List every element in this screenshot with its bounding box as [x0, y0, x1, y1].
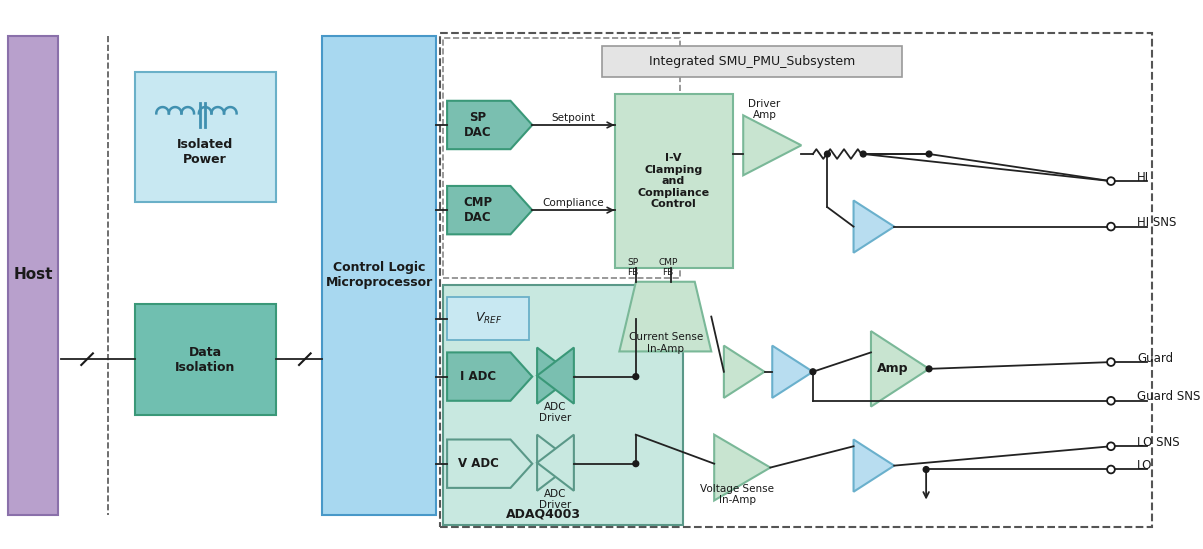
Text: HI SNS: HI SNS: [1137, 216, 1177, 229]
Circle shape: [824, 151, 830, 157]
Polygon shape: [743, 115, 801, 175]
Text: CMP
FB: CMP FB: [658, 257, 677, 277]
Text: Guard: Guard: [1137, 352, 1173, 365]
Bar: [440, 33, 1151, 526]
Circle shape: [633, 461, 639, 467]
Polygon shape: [537, 348, 574, 404]
Polygon shape: [715, 435, 770, 501]
Text: I-V
Clamping
and
Compliance
Control: I-V Clamping and Compliance Control: [638, 153, 710, 209]
Polygon shape: [537, 435, 574, 491]
Text: ADAQ4003: ADAQ4003: [506, 507, 581, 520]
Bar: [136, 304, 275, 415]
Text: LO SNS: LO SNS: [1137, 436, 1180, 449]
Text: Isolated
Power: Isolated Power: [177, 138, 233, 166]
Text: Guard SNS: Guard SNS: [1137, 390, 1201, 404]
Polygon shape: [448, 352, 532, 401]
Bar: [443, 285, 683, 525]
Polygon shape: [871, 331, 929, 407]
Text: Current Sense
In-Amp: Current Sense In-Amp: [629, 332, 703, 354]
Text: SP
FB: SP FB: [627, 257, 639, 277]
Text: I ADC: I ADC: [460, 370, 496, 383]
Circle shape: [1107, 358, 1115, 366]
Circle shape: [1107, 442, 1115, 450]
Circle shape: [810, 369, 816, 374]
Text: ADC
Driver: ADC Driver: [539, 402, 571, 423]
Bar: [443, 38, 681, 278]
Text: Amp: Amp: [877, 362, 908, 376]
Circle shape: [926, 151, 932, 157]
Text: $V_{REF}$: $V_{REF}$: [475, 311, 503, 326]
Polygon shape: [854, 200, 894, 253]
Text: SP
DAC: SP DAC: [464, 111, 492, 139]
Circle shape: [1107, 466, 1115, 473]
Text: Integrated SMU_PMU_Subsystem: Integrated SMU_PMU_Subsystem: [648, 54, 855, 68]
Text: Host: Host: [13, 267, 53, 283]
Text: HI: HI: [1137, 171, 1149, 184]
Polygon shape: [854, 440, 894, 492]
Text: Data
Isolation: Data Isolation: [174, 346, 236, 374]
Circle shape: [633, 374, 639, 379]
Text: Driver
Amp: Driver Amp: [748, 99, 781, 120]
Polygon shape: [448, 440, 532, 488]
Text: V ADC: V ADC: [457, 457, 498, 470]
Bar: [602, 46, 902, 77]
Polygon shape: [448, 101, 532, 149]
Bar: [448, 297, 529, 340]
Bar: [322, 36, 437, 515]
Bar: [136, 72, 275, 203]
Text: Setpoint: Setpoint: [551, 113, 594, 123]
Polygon shape: [448, 186, 532, 234]
Bar: [7, 36, 58, 515]
Circle shape: [1107, 177, 1115, 185]
Circle shape: [860, 151, 866, 157]
Text: CMP
DAC: CMP DAC: [463, 196, 492, 224]
Polygon shape: [772, 346, 813, 398]
Circle shape: [923, 467, 929, 472]
Text: Voltage Sense
In-Amp: Voltage Sense In-Amp: [700, 484, 775, 506]
Circle shape: [926, 366, 932, 372]
Bar: [615, 94, 733, 268]
Text: LO: LO: [1137, 459, 1152, 472]
Circle shape: [1107, 223, 1115, 231]
Text: Compliance: Compliance: [543, 198, 604, 209]
Polygon shape: [537, 435, 574, 491]
Text: ADC
Driver: ADC Driver: [539, 489, 571, 511]
Text: Control Logic
Microprocessor: Control Logic Microprocessor: [326, 261, 433, 289]
Polygon shape: [724, 346, 765, 398]
Polygon shape: [537, 348, 574, 404]
Circle shape: [1107, 397, 1115, 405]
Polygon shape: [620, 282, 711, 351]
